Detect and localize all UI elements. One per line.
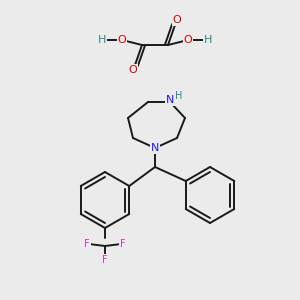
Text: H: H	[98, 35, 106, 45]
Text: N: N	[166, 95, 174, 105]
Text: O: O	[129, 65, 137, 75]
Text: O: O	[184, 35, 192, 45]
Text: F: F	[120, 239, 126, 249]
Text: N: N	[151, 143, 159, 153]
Text: F: F	[102, 255, 108, 265]
Text: H: H	[175, 91, 183, 101]
Text: O: O	[118, 35, 126, 45]
Text: H: H	[204, 35, 212, 45]
Text: O: O	[172, 15, 182, 25]
Text: F: F	[84, 239, 90, 249]
